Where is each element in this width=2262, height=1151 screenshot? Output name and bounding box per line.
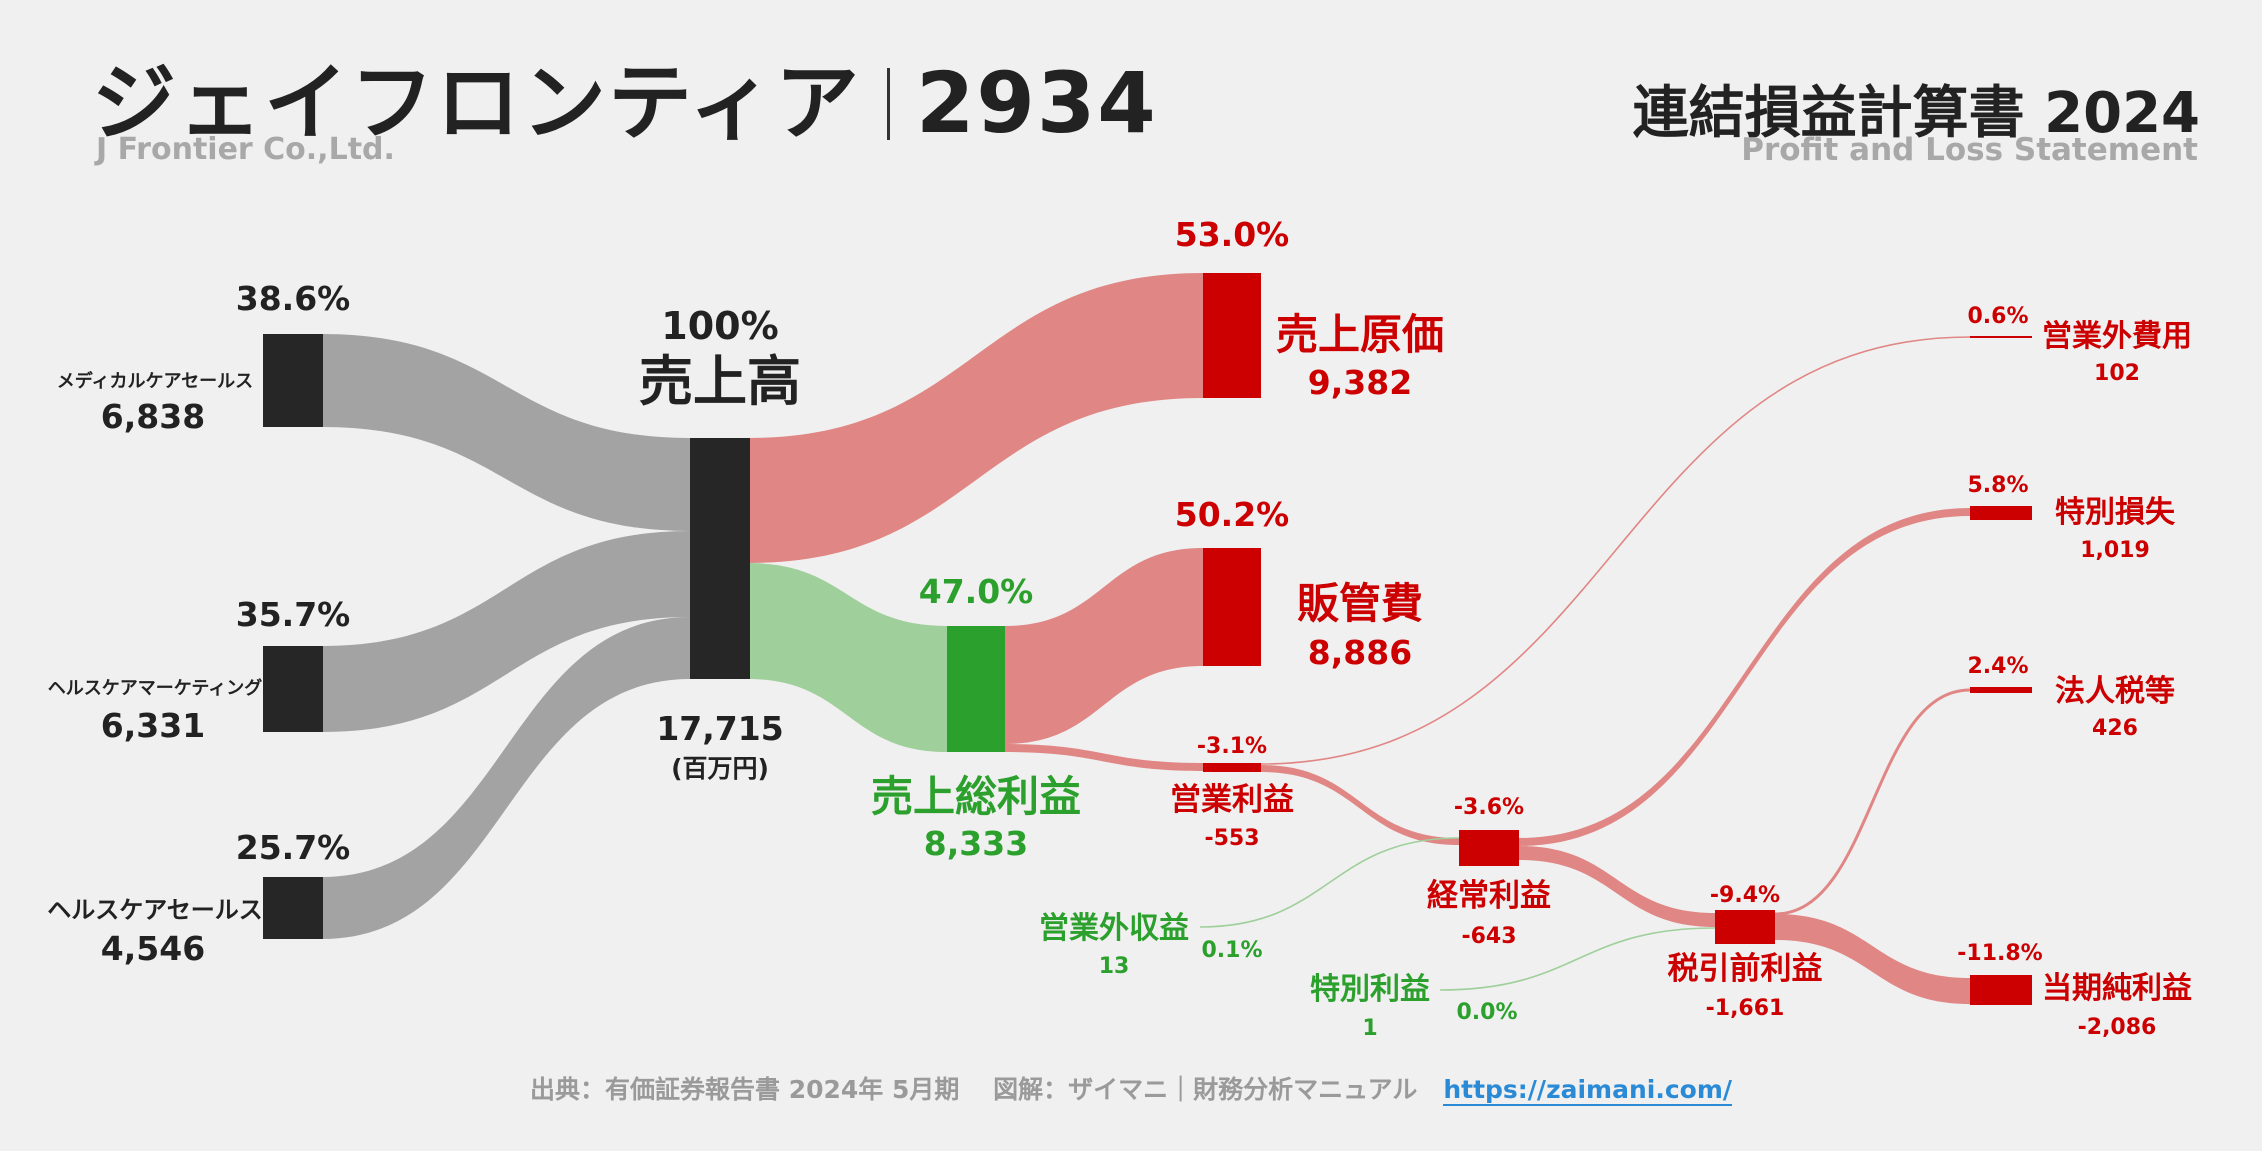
- node-pretax-bar: [1715, 910, 1775, 944]
- sp-loss-value: 1,019: [2080, 538, 2150, 563]
- sp-gain-pct: 0.0%: [1456, 1000, 1517, 1025]
- nonop-expense-pct: 0.6%: [1967, 304, 2028, 329]
- flow-sp-gain-pretax: [1439, 927, 1716, 991]
- node-sp-loss-bar: [1970, 506, 2032, 520]
- seg1-pct: 38.6%: [236, 279, 351, 318]
- chart-labels: 38.6% メディカルケアセールス 6,838 35.7% ヘルスケアマーケティング 6,…: [47, 215, 2192, 1041]
- nonop-expense-label: 営業外費用: [2042, 319, 2192, 354]
- sga-pct: 50.2%: [1175, 495, 1290, 534]
- flow-revenue-cogs: [748, 273, 1203, 563]
- seg2-label: ヘルスケアマーケティング: [48, 677, 263, 699]
- node-ordinary-bar: [1459, 830, 1519, 866]
- node-tax-bar: [1970, 687, 2032, 693]
- seg1-value: 6,838: [101, 397, 205, 436]
- stock-code: 2934: [915, 54, 1158, 152]
- node-op-bar: [1203, 763, 1261, 772]
- footer-source: 出典：有価証券報告書 2024年 5月期 図解：ザイマニ｜財務分析マニュアル: [529, 1075, 1418, 1104]
- node-revenue-bar: [690, 438, 750, 679]
- company-name-jp: ジェイフロンティア: [92, 54, 861, 152]
- title-separator: [886, 68, 890, 140]
- sp-gain-value: 1: [1362, 1016, 1377, 1041]
- net-value: -2,086: [2078, 1015, 2157, 1040]
- tax-pct: 2.4%: [1967, 654, 2028, 679]
- flow-nodes: [263, 273, 2032, 1005]
- ordinary-pct: -3.6%: [1454, 795, 1524, 820]
- node-cogs-bar: [1203, 273, 1261, 398]
- sga-label: 販管費: [1297, 579, 1423, 628]
- company-name-en: J Frontier Co.,Ltd.: [96, 132, 395, 167]
- net-pct: -11.8%: [1957, 941, 2042, 966]
- net-label: 当期純利益: [2042, 971, 2192, 1006]
- ordinary-value: -643: [1461, 924, 1516, 949]
- flow-revenue-gross: [748, 563, 947, 752]
- footer-link[interactable]: https://zaimani.com/: [1443, 1075, 1733, 1106]
- gross-value: 8,333: [924, 824, 1028, 863]
- pretax-value: -1,661: [1706, 996, 1785, 1021]
- nonop-income-value: 13: [1099, 954, 1130, 979]
- flow-seg2-revenue: [322, 531, 690, 732]
- flow-pretax-tax: [1774, 688, 1971, 916]
- node-nonop-expense-bar: [1970, 336, 2032, 338]
- sp-loss-pct: 5.8%: [1967, 473, 2028, 498]
- flow-op-nonop-expense: [1260, 336, 1971, 765]
- pretax-label: 税引前利益: [1668, 951, 1823, 987]
- statement-title: 連結損益計算書 2024: [1632, 81, 2200, 146]
- footer: 出典：有価証券報告書 2024年 5月期 図解：ザイマニ｜財務分析マニュアル ht…: [0, 1070, 2262, 1106]
- sp-gain-label: 特別利益: [1310, 972, 1430, 1007]
- node-gross-bar: [947, 626, 1005, 752]
- flow-ordinary-pretax: [1519, 846, 1715, 927]
- cogs-value: 9,382: [1308, 363, 1412, 402]
- revenue-label: 売上高: [639, 350, 801, 413]
- nonop-expense-value: 102: [2094, 361, 2140, 386]
- seg2-pct: 35.7%: [236, 595, 351, 634]
- cogs-pct: 53.0%: [1175, 215, 1290, 254]
- company-title: ジェイフロンティア 2934: [92, 36, 1158, 157]
- node-seg1-bar: [263, 334, 323, 427]
- pretax-pct: -9.4%: [1710, 883, 1780, 908]
- flow-op-ordinary: [1261, 765, 1459, 845]
- flow-gross-op: [1005, 744, 1203, 771]
- op-value: -553: [1204, 826, 1259, 851]
- gross-label: 売上総利益: [871, 772, 1081, 821]
- seg2-value: 6,331: [101, 706, 205, 745]
- flow-ordinary-sp-loss: [1519, 508, 1970, 846]
- revenue-unit: (百万円): [671, 754, 769, 783]
- sga-value: 8,886: [1308, 633, 1412, 672]
- ordinary-label: 経常利益: [1427, 878, 1551, 914]
- seg1-label: メディカルケアセールス: [57, 370, 253, 392]
- op-label: 営業利益: [1170, 782, 1294, 818]
- flow-gross-sga: [1005, 548, 1203, 744]
- node-seg2-bar: [263, 646, 323, 732]
- statement-subtitle: Profit and Loss Statement: [1741, 132, 2198, 168]
- sp-loss-label: 特別損失: [2055, 495, 2176, 530]
- gross-pct: 47.0%: [919, 572, 1034, 611]
- seg3-value: 4,546: [101, 929, 205, 968]
- node-net-bar: [1970, 975, 2032, 1005]
- tax-label: 法人税等: [2055, 674, 2175, 709]
- revenue-pct: 100%: [661, 304, 778, 348]
- cogs-label: 売上原価: [1276, 310, 1444, 359]
- tax-value: 426: [2092, 716, 2138, 741]
- nonop-income-label: 営業外収益: [1039, 911, 1189, 946]
- revenue-value: 17,715: [656, 709, 783, 748]
- op-pct: -3.1%: [1197, 734, 1267, 759]
- nonop-income-pct: 0.1%: [1201, 938, 1262, 963]
- node-sga-bar: [1203, 548, 1261, 666]
- seg3-pct: 25.7%: [236, 828, 351, 867]
- seg3-label: ヘルスケアセールス: [47, 896, 263, 924]
- flow-seg1-revenue: [322, 334, 690, 531]
- flow-links: [322, 273, 1971, 1004]
- flow-seg3-revenue: [322, 617, 690, 939]
- flow-nonop-income-ordinary: [1199, 837, 1460, 928]
- node-seg3-bar: [263, 877, 323, 939]
- flow-pretax-net: [1775, 914, 1970, 1004]
